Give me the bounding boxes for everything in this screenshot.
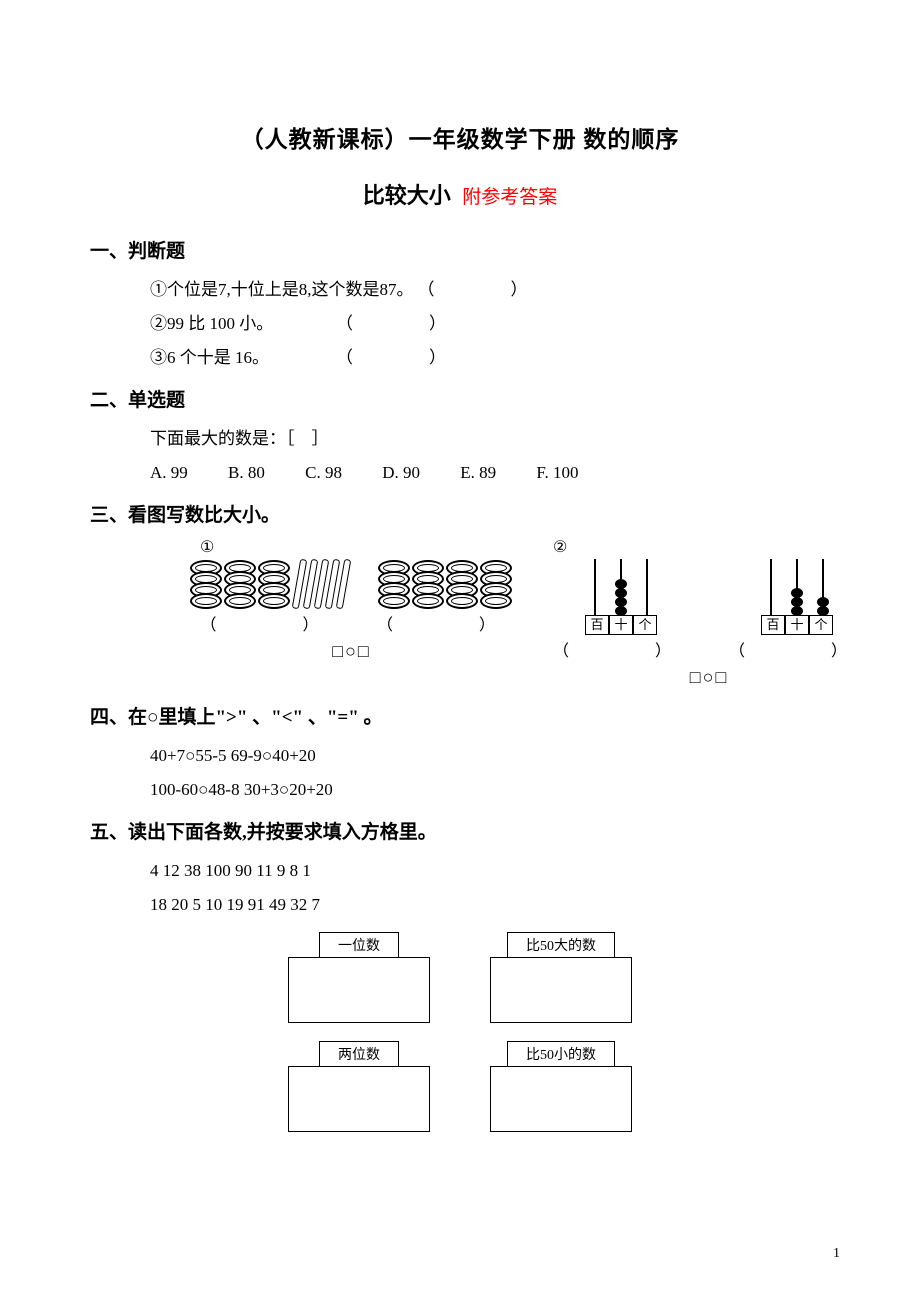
sticks-icon — [296, 559, 347, 609]
abacus-label-bai: 百 — [585, 615, 609, 635]
group-1: ① （ ） — [190, 537, 513, 662]
circled-2: ② — [553, 537, 567, 557]
box-body — [288, 957, 430, 1023]
paren-blank: （ ） — [336, 307, 460, 341]
box-two-digit: 两位数 — [288, 1041, 430, 1132]
opt-c: C. 98 — [305, 463, 342, 482]
title-line-1: （人教新课标）一年级数学下册 数的顺序 — [90, 120, 830, 154]
abacus-icon — [582, 559, 660, 615]
box-body — [288, 1066, 430, 1132]
box-col-left: 一位数 两位数 — [288, 932, 430, 1132]
section-5-head: 五、读出下面各数,并按要求填入方格里。 — [90, 817, 830, 844]
paren-blank: （ ） — [336, 341, 460, 375]
paren-blank: （ ） — [200, 611, 336, 635]
abacus-labels: 百 十 个 — [585, 615, 657, 635]
box-body — [490, 1066, 632, 1132]
s2-prompt: 下面最大的数是：［ ］ — [150, 422, 830, 456]
opt-d: D. 90 — [382, 463, 420, 482]
ring-stack-icon — [190, 565, 290, 609]
page-number: 1 — [833, 1246, 840, 1262]
abacus-icon — [758, 559, 836, 615]
box-header: 比50小的数 — [507, 1041, 615, 1067]
circled-1: ① — [200, 537, 214, 557]
box-header: 一位数 — [319, 932, 399, 958]
box-lt-50: 比50小的数 — [490, 1041, 632, 1132]
box-one-digit: 一位数 — [288, 932, 430, 1023]
group-2-pair: 百 十 个 （ ） — [553, 559, 865, 661]
section-2-body: 下面最大的数是：［ ］ A. 99 B. 80 C. 98 D. 90 E. 8… — [150, 422, 830, 490]
abacus-label-bai: 百 — [761, 615, 785, 635]
title-answer-tag: 附参考答案 — [462, 187, 557, 208]
abacus-labels: 百 十 个 — [761, 615, 833, 635]
section-3-head: 三、看图写数比大小。 — [90, 500, 830, 527]
box-gt-50: 比50大的数 — [490, 932, 632, 1023]
section-1-body: ①个位是7,十位上是8,这个数是87。 （ ） ②99 比 100 小。 （ ）… — [150, 273, 830, 375]
s1-item-2: ②99 比 100 小。 （ ） — [150, 307, 830, 341]
group-1-pair: （ ） （ ） — [190, 559, 513, 635]
abacus-label-shi: 十 — [785, 615, 809, 635]
g1-right: （ ） — [377, 565, 513, 635]
s5-line-2: 18 20 5 10 19 91 49 32 7 — [150, 888, 830, 922]
section-4-head: 四、在○里填上">" 、"<" 、"=" 。 — [90, 702, 830, 729]
group-2: ② 百 十 个 — [553, 537, 865, 688]
s4-line-2: 100-60○48-8 30+3○20+20 — [150, 773, 830, 807]
s2-options: A. 99 B. 80 C. 98 D. 90 E. 89 F. 100 — [150, 456, 830, 490]
box-body — [490, 957, 632, 1023]
s1-item-3: ③6 个十是 16。 （ ） — [150, 341, 830, 375]
paren-blank: （ ） — [418, 273, 542, 307]
abacus-2: 百 十 个 （ ） — [729, 559, 865, 661]
paren-blank: （ ） — [377, 611, 513, 635]
opt-f: F. 100 — [536, 463, 578, 482]
section-4-body: 40+7○55-5 69-9○40+20 100-60○48-8 30+3○20… — [150, 739, 830, 807]
box-circle-box: □○□ — [690, 667, 729, 688]
ring-stack-icon — [378, 565, 512, 609]
section-3-figures: ① （ ） — [190, 537, 830, 688]
section-1-head: 一、判断题 — [90, 236, 830, 263]
paren-blank: （ ） — [553, 637, 689, 661]
abacus-label-ge: 个 — [633, 615, 657, 635]
section-5-body: 4 12 38 100 90 11 9 8 1 18 20 5 10 19 91… — [150, 854, 830, 922]
s5-line-1: 4 12 38 100 90 11 9 8 1 — [150, 854, 830, 888]
opt-a: A. 99 — [150, 463, 188, 482]
box-circle-box: □○□ — [332, 641, 371, 662]
g1-left: （ ） — [190, 559, 347, 635]
s1-item-1: ①个位是7,十位上是8,这个数是87。 （ ） — [150, 273, 830, 307]
box-col-right: 比50大的数 比50小的数 — [490, 932, 632, 1132]
box-header: 比50大的数 — [507, 932, 615, 958]
title-line-2: 比较大小 附参考答案 — [90, 178, 830, 210]
page-root: （人教新课标）一年级数学下册 数的顺序 比较大小 附参考答案 一、判断题 ①个位… — [0, 0, 920, 1172]
opt-b: B. 80 — [228, 463, 265, 482]
section-2-head: 二、单选题 — [90, 385, 830, 412]
box-header: 两位数 — [319, 1041, 399, 1067]
section-5-boxes: 一位数 两位数 比50大的数 比50小的数 — [90, 932, 830, 1132]
opt-e: E. 89 — [460, 463, 496, 482]
abacus-label-shi: 十 — [609, 615, 633, 635]
paren-blank: （ ） — [729, 637, 865, 661]
abacus-label-ge: 个 — [809, 615, 833, 635]
abacus-1: 百 十 个 （ ） — [553, 559, 689, 661]
title-main: 比较大小 — [363, 183, 451, 208]
s4-line-1: 40+7○55-5 69-9○40+20 — [150, 739, 830, 773]
